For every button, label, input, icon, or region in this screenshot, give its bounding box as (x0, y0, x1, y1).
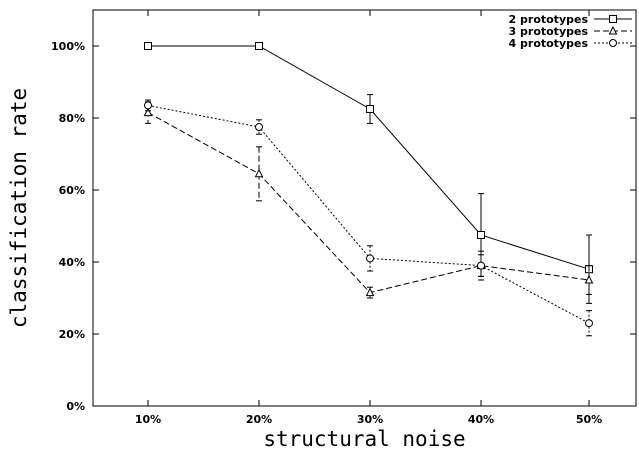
data-point (254, 168, 264, 178)
legend-label: 3 prototypes (509, 25, 589, 38)
legend-label: 4 prototypes (509, 37, 589, 50)
x-axis: 10% 20% 30% 40% 50% (135, 10, 602, 426)
series-layer (143, 42, 594, 337)
data-point (366, 254, 374, 263)
series-3-prototypes (143, 101, 594, 299)
series-line (147, 112, 590, 294)
data-point (365, 287, 375, 297)
y-tick-label: 0% (66, 400, 85, 413)
data-point (255, 42, 263, 50)
data-point (584, 274, 594, 284)
series-2-prototypes (144, 42, 593, 304)
x-tick-label: 10% (135, 413, 161, 426)
legend-label: 2 prototypes (509, 13, 589, 26)
x-axis-title: structural noise (263, 427, 465, 451)
series-4-prototypes (144, 99, 593, 337)
legend-marker (609, 39, 617, 47)
data-point (255, 123, 263, 131)
data-point (144, 42, 152, 50)
data-point (143, 107, 153, 117)
y-axis: 0% 20% 40% 60% 80% 100% (51, 40, 636, 413)
data-point (477, 261, 485, 270)
data-point (585, 319, 593, 328)
data-point (477, 231, 485, 239)
y-tick-label: 60% (59, 184, 85, 197)
plot-frame (92, 9, 637, 407)
x-tick-label: 20% (246, 413, 272, 426)
series-line (148, 45, 590, 270)
data-point (144, 101, 152, 110)
x-tick-label: 50% (576, 413, 602, 426)
y-tick-label: 80% (59, 112, 85, 125)
y-axis-title: classification rate (7, 88, 31, 328)
legend-marker (608, 25, 618, 35)
x-tick-label: 30% (357, 413, 383, 426)
y-tick-label: 100% (51, 40, 85, 53)
x-tick-label: 40% (468, 413, 494, 426)
y-tick-label: 40% (59, 256, 85, 269)
legend-marker (609, 15, 617, 23)
y-tick-label: 20% (59, 328, 85, 341)
data-point (366, 105, 374, 113)
